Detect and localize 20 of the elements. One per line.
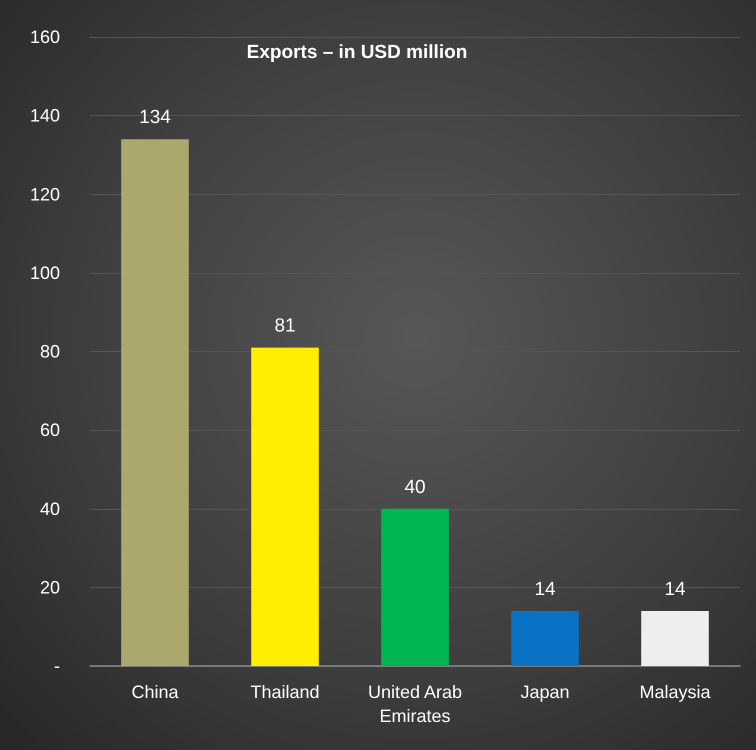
data-label: 134 (139, 107, 172, 128)
chart-title: Exports – in USD million (246, 42, 468, 63)
data-label: 40 (404, 476, 426, 498)
x-tick-label: Malaysia (639, 682, 712, 702)
y-tick-label: 60 (40, 420, 60, 440)
x-tick-label: China (131, 682, 180, 702)
x-tick-label: Thailand (250, 682, 320, 702)
y-tick-label: 80 (40, 342, 60, 362)
data-label: 81 (274, 316, 296, 337)
y-tick-label: 100 (30, 262, 60, 283)
y-tick-label: 140 (30, 106, 60, 126)
x-tick-label: Japan (520, 682, 570, 702)
data-label: 14 (534, 578, 556, 600)
y-tick-label: 20 (40, 577, 60, 598)
data-label: 14 (664, 578, 686, 600)
y-tick-label: 160 (30, 27, 60, 47)
y-tick-label: 40 (40, 498, 60, 519)
y-tick-label: 120 (30, 184, 60, 204)
y-tick-label: - (54, 656, 60, 676)
x-tick-label: United Arab Emirates (368, 682, 462, 726)
